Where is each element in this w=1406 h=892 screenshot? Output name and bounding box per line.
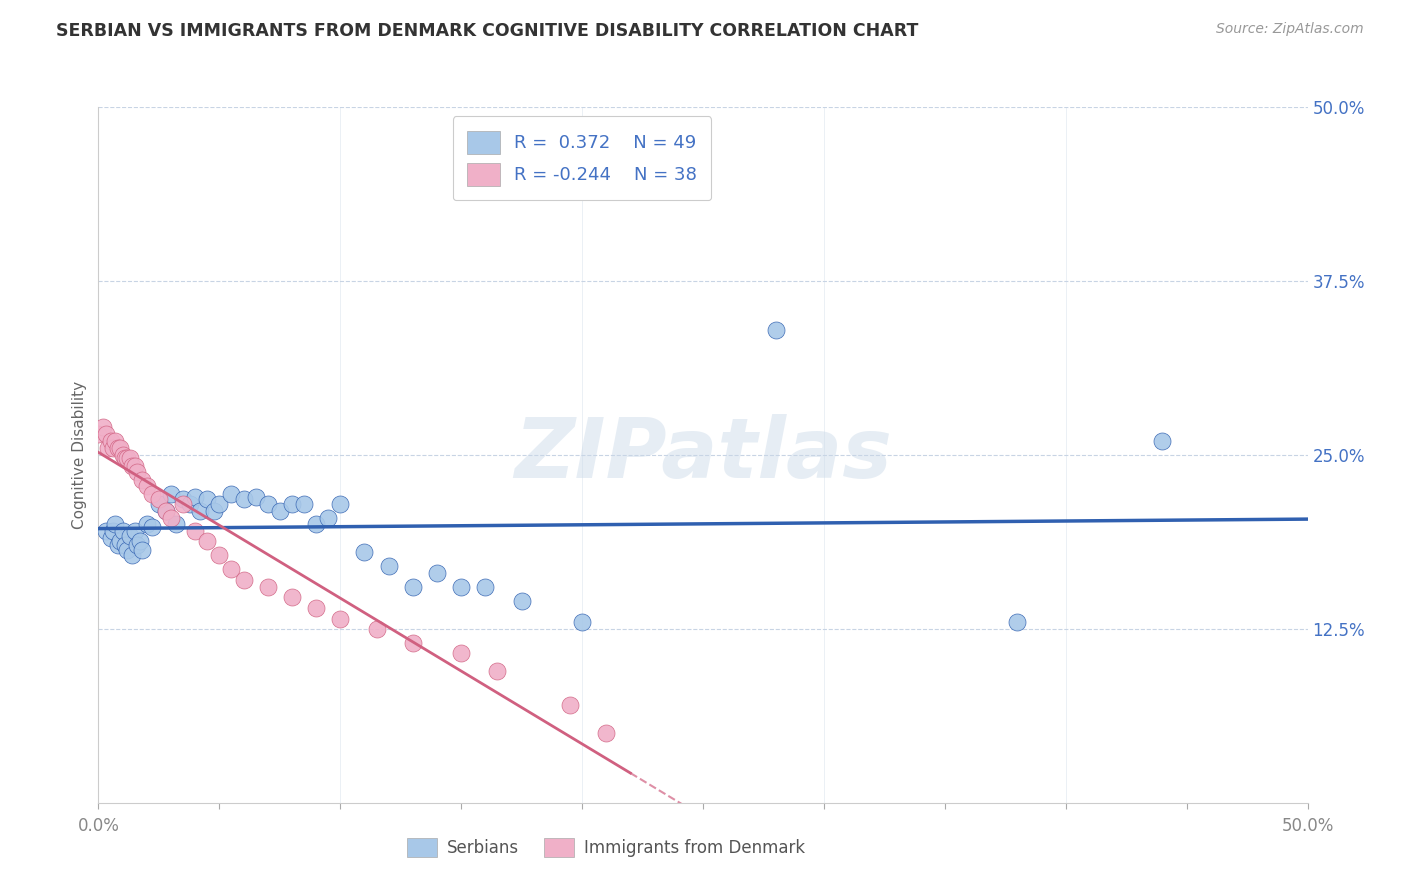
Point bbox=[160, 487, 183, 501]
Point bbox=[208, 548, 231, 562]
Point bbox=[281, 590, 304, 604]
Point bbox=[221, 487, 243, 501]
Point bbox=[510, 594, 533, 608]
Point bbox=[104, 517, 127, 532]
Point bbox=[100, 532, 122, 546]
Point bbox=[127, 538, 149, 552]
Point bbox=[94, 427, 117, 442]
Point bbox=[141, 487, 163, 501]
Point bbox=[426, 566, 449, 581]
Point bbox=[595, 726, 617, 740]
Point bbox=[1152, 434, 1174, 448]
Point bbox=[121, 458, 143, 473]
Point bbox=[353, 545, 375, 559]
Point bbox=[108, 441, 131, 455]
Point bbox=[256, 497, 278, 511]
Point bbox=[204, 503, 226, 517]
Point bbox=[450, 580, 472, 594]
Point bbox=[94, 524, 117, 539]
Point bbox=[256, 580, 278, 594]
Point bbox=[108, 534, 131, 549]
Point bbox=[184, 524, 207, 539]
Point bbox=[117, 450, 139, 465]
Point bbox=[281, 497, 304, 511]
Point bbox=[402, 580, 425, 594]
Point bbox=[377, 559, 399, 574]
Point bbox=[305, 601, 328, 615]
Point bbox=[269, 503, 291, 517]
Point bbox=[450, 646, 472, 660]
Point bbox=[329, 612, 352, 626]
Point bbox=[124, 458, 146, 473]
Point bbox=[558, 698, 581, 713]
Point bbox=[486, 664, 509, 678]
Point bbox=[128, 534, 150, 549]
Point bbox=[114, 538, 136, 552]
Point bbox=[232, 492, 254, 507]
Point bbox=[127, 465, 149, 479]
Point bbox=[232, 573, 254, 587]
Point bbox=[87, 427, 110, 442]
Point bbox=[100, 434, 122, 448]
Point bbox=[135, 517, 157, 532]
Point bbox=[765, 323, 787, 337]
Point bbox=[135, 478, 157, 492]
Point bbox=[107, 441, 129, 455]
Point bbox=[184, 490, 207, 504]
Point bbox=[195, 492, 218, 507]
Point bbox=[131, 542, 153, 557]
Point bbox=[91, 420, 114, 434]
Point bbox=[118, 528, 141, 542]
Point bbox=[329, 497, 352, 511]
Point bbox=[155, 503, 177, 517]
Point bbox=[101, 524, 124, 539]
Point bbox=[155, 503, 177, 517]
Point bbox=[148, 492, 170, 507]
Point bbox=[179, 497, 201, 511]
Point bbox=[366, 622, 388, 636]
Text: Source: ZipAtlas.com: Source: ZipAtlas.com bbox=[1216, 22, 1364, 37]
Text: ZIPatlas: ZIPatlas bbox=[515, 415, 891, 495]
Point bbox=[107, 538, 129, 552]
Point bbox=[305, 517, 328, 532]
Point bbox=[141, 520, 163, 534]
Point bbox=[188, 503, 211, 517]
Point bbox=[245, 490, 267, 504]
Point bbox=[474, 580, 496, 594]
Point bbox=[104, 434, 127, 448]
Point bbox=[148, 497, 170, 511]
Point bbox=[117, 542, 139, 557]
Point bbox=[118, 450, 141, 465]
Point bbox=[172, 492, 194, 507]
Y-axis label: Cognitive Disability: Cognitive Disability bbox=[72, 381, 87, 529]
Point bbox=[195, 534, 218, 549]
Point bbox=[165, 517, 187, 532]
Point bbox=[221, 562, 243, 576]
Point bbox=[101, 441, 124, 455]
Point bbox=[114, 450, 136, 465]
Point bbox=[402, 636, 425, 650]
Point bbox=[571, 615, 593, 629]
Point bbox=[316, 510, 339, 524]
Point bbox=[111, 524, 134, 539]
Point bbox=[160, 510, 183, 524]
Point bbox=[97, 441, 120, 455]
Point bbox=[124, 524, 146, 539]
Point bbox=[121, 548, 143, 562]
Text: SERBIAN VS IMMIGRANTS FROM DENMARK COGNITIVE DISABILITY CORRELATION CHART: SERBIAN VS IMMIGRANTS FROM DENMARK COGNI… bbox=[56, 22, 918, 40]
Point bbox=[292, 497, 315, 511]
Point bbox=[172, 497, 194, 511]
Point bbox=[208, 497, 231, 511]
Point bbox=[131, 473, 153, 487]
Point bbox=[111, 448, 134, 462]
Point bbox=[1007, 615, 1029, 629]
Legend: Serbians, Immigrants from Denmark: Serbians, Immigrants from Denmark bbox=[401, 831, 813, 864]
